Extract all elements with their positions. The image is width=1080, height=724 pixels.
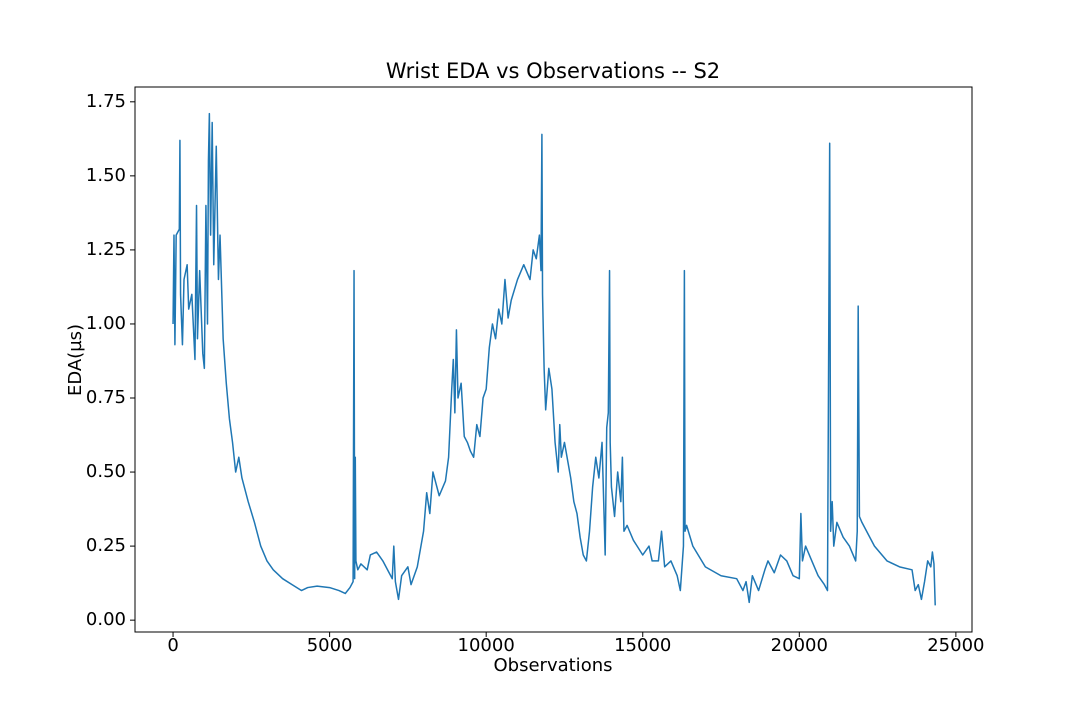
y-tick-label: 1.75 [86, 91, 126, 112]
x-tick-label: 25000 [927, 635, 984, 656]
x-tick-label: 10000 [458, 635, 515, 656]
x-tick-label: 15000 [614, 635, 671, 656]
x-tick-label: 20000 [771, 635, 828, 656]
y-tick-label: 0.50 [86, 461, 126, 482]
plot-frame [134, 86, 973, 633]
y-axis-label: EDA(µs) [65, 324, 86, 396]
y-tick-label: 1.00 [86, 313, 126, 334]
y-tick-label: 1.50 [86, 165, 126, 186]
y-tick-label: 1.25 [86, 239, 126, 260]
y-tick-label: 0.75 [86, 387, 126, 408]
y-tick-label: 0.25 [86, 535, 126, 556]
data-line [172, 112, 936, 606]
chart-title: Wrist EDA vs Observations -- S2 [386, 59, 720, 83]
x-tick-label: 5000 [307, 635, 353, 656]
x-tick-label: 0 [167, 635, 178, 656]
y-tick-label: 0.00 [86, 609, 126, 630]
x-axis-label: Observations [494, 655, 613, 676]
